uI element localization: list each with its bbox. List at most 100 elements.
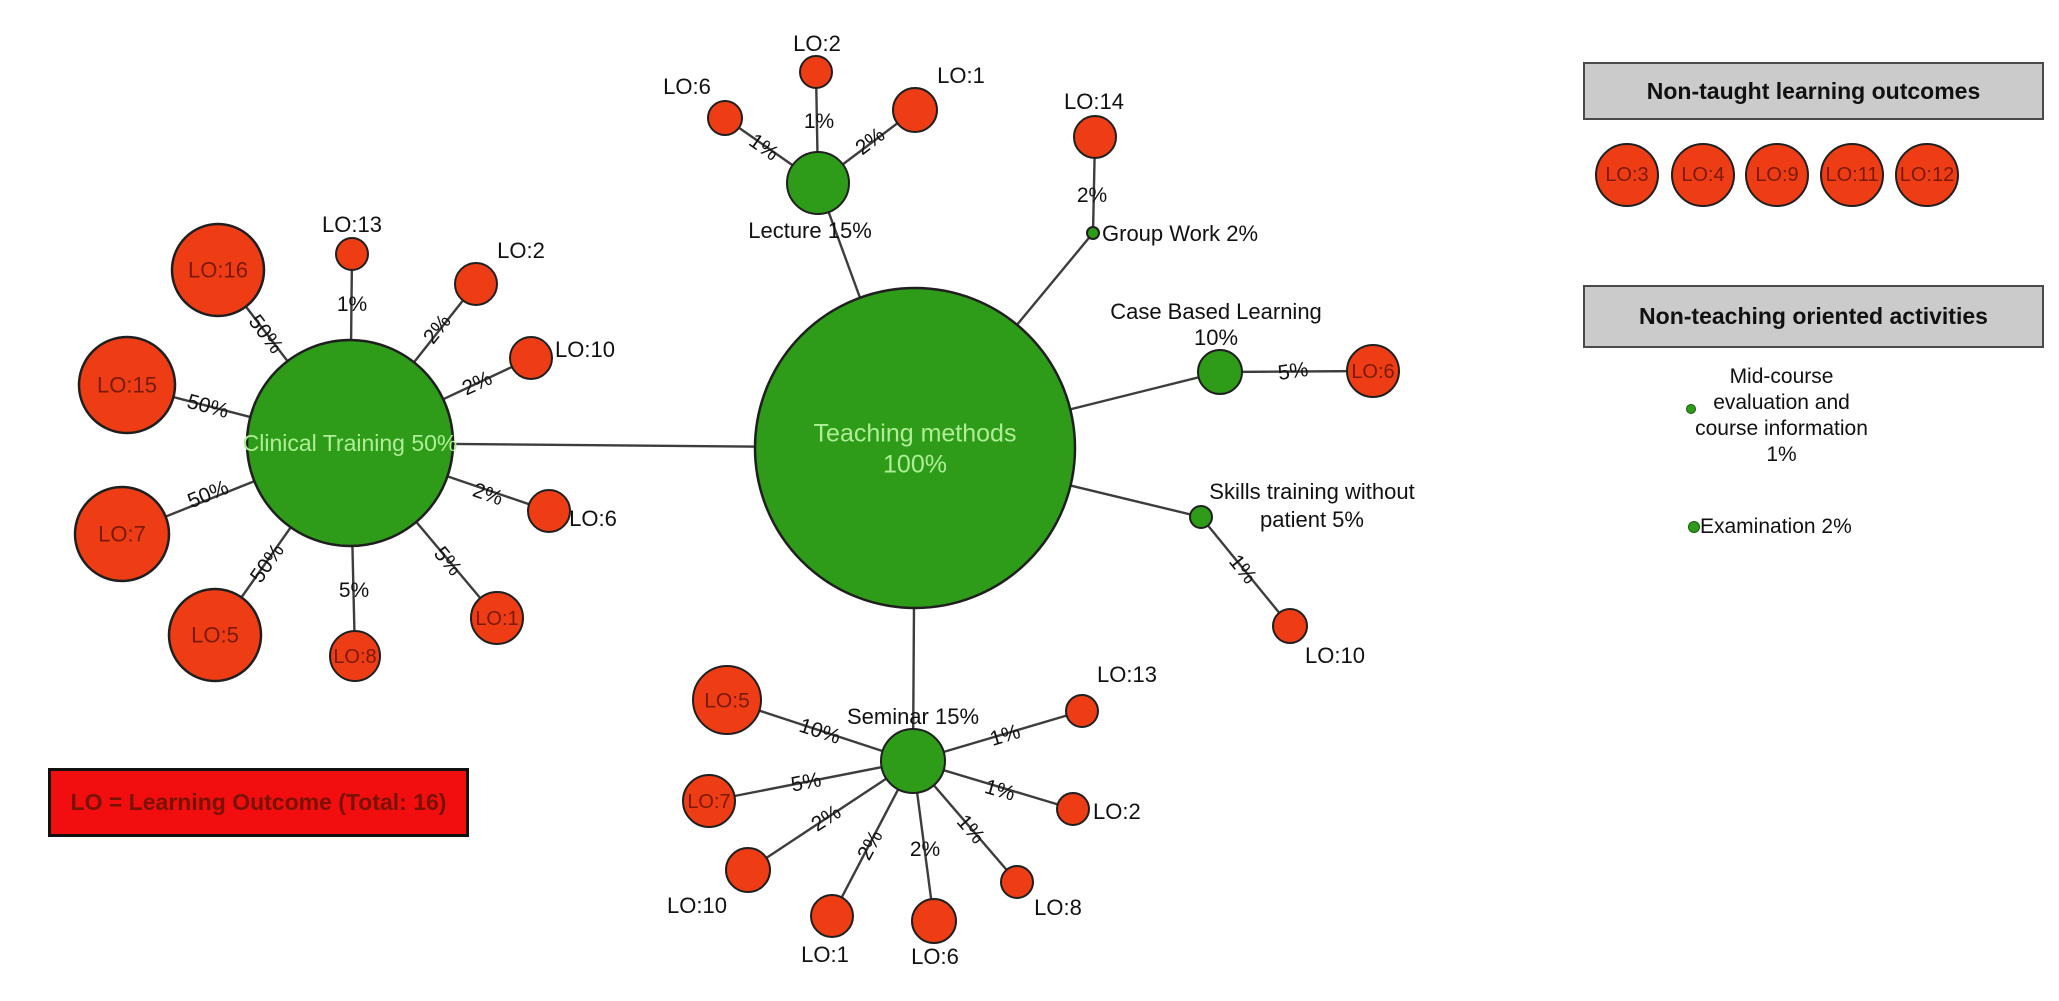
non-taught-lo-label: LO:9 xyxy=(1755,163,1799,186)
non-taught-lo-chip: LO:12 xyxy=(1895,143,1959,207)
node-sm-lo8 xyxy=(1000,865,1034,899)
node-ct-lo1 xyxy=(470,591,524,645)
edge-label-seminar-sm-lo2: 1% xyxy=(982,775,1018,805)
mid-course-dot-icon xyxy=(1686,404,1696,414)
edge-label-seminar-sm-lo6: 2% xyxy=(910,838,940,861)
label-ct-lo13: LO:13 xyxy=(322,212,382,237)
edge-label-group-gw-lo14: 2% xyxy=(1077,184,1107,207)
mid-course-label: Mid-course evaluation and course informa… xyxy=(1695,365,1868,466)
non-taught-lo-chip: LO:3 xyxy=(1595,143,1659,207)
non-taught-panel-title-text: Non-taught learning outcomes xyxy=(1646,77,1981,104)
node-sm-lo2 xyxy=(1056,792,1090,826)
label-ct-lo10: LO:10 xyxy=(555,337,615,362)
edge-label-clinical-ct-lo10: 2% xyxy=(459,367,496,401)
non-teaching-panel-title: Non-teaching oriented activities xyxy=(1583,285,2044,348)
node-lc-lo6 xyxy=(707,100,743,136)
label-sk-lo10: LO:10 xyxy=(1305,643,1365,668)
node-ct-lo5 xyxy=(167,587,263,683)
edge-label-seminar-sm-lo10: 2% xyxy=(807,801,845,837)
node-ct-lo13 xyxy=(335,237,369,271)
label-gw-lo14: LO:14 xyxy=(1064,89,1124,114)
label-group: Group Work 2% xyxy=(1102,221,1258,246)
label-sm-lo5: LO:5 xyxy=(704,689,750,712)
legend-text: LO = Learning Outcome (Total: 16) xyxy=(70,789,447,815)
node-ct-lo8 xyxy=(329,630,381,682)
node-ct-lo6 xyxy=(527,489,571,533)
edge-label-seminar-sm-lo5: 10% xyxy=(796,714,843,749)
label-ct-lo5: LO:5 xyxy=(191,623,239,648)
node-cbl xyxy=(1197,349,1243,395)
node-ct-lo16 xyxy=(170,222,266,318)
label-ct-lo7: LO:7 xyxy=(98,522,146,547)
label-ct-lo6: LO:6 xyxy=(569,506,617,531)
label-sm-lo13: LO:13 xyxy=(1097,662,1157,687)
edge-label-seminar-sm-lo1: 2% xyxy=(853,826,888,864)
edge-label-lecture-lc-lo2: 1% xyxy=(804,110,834,133)
node-ct-lo2 xyxy=(454,262,498,306)
node-lc-lo1 xyxy=(892,87,938,133)
label-lecture: Lecture 15% xyxy=(748,218,872,243)
edge-label-clinical-ct-lo8: 5% xyxy=(339,579,369,602)
node-sm-lo5 xyxy=(692,665,762,735)
node-sm-lo13 xyxy=(1065,694,1099,728)
non-teaching-panel-title-text: Non-teaching oriented activities xyxy=(1639,303,1988,329)
non-taught-lo-chip: LO:4 xyxy=(1671,143,1735,207)
label-ct-lo16: LO:16 xyxy=(188,258,248,283)
label-lc-lo1: LO:1 xyxy=(937,63,985,88)
node-clinical xyxy=(245,338,455,548)
non-taught-lo-label: LO:11 xyxy=(1825,163,1879,186)
node-sm-lo6 xyxy=(911,898,957,944)
label-sm-lo2: LO:2 xyxy=(1093,799,1141,824)
non-taught-panel-title: Non-taught learning outcomes xyxy=(1583,62,2044,120)
label-sm-lo7: LO:7 xyxy=(687,791,730,813)
label-lc-lo2: LO:2 xyxy=(793,31,841,56)
label-sm-lo1: LO:1 xyxy=(801,942,849,967)
node-skills xyxy=(1189,505,1213,529)
non-taught-lo-label: LO:3 xyxy=(1605,163,1649,186)
label-ct-lo15: LO:15 xyxy=(97,373,157,398)
node-ct-lo10 xyxy=(509,336,553,380)
legend-box: LO = Learning Outcome (Total: 16) xyxy=(48,768,469,837)
node-teaching xyxy=(753,286,1077,610)
node-ct-lo15 xyxy=(77,335,177,435)
edge-skills-sk-lo10 xyxy=(1200,516,1291,627)
edge-label-seminar-sm-lo13: 1% xyxy=(987,720,1023,751)
node-ct-lo7 xyxy=(73,485,171,583)
edge-seminar-sm-lo7 xyxy=(708,759,914,803)
non-taught-lo-label: LO:4 xyxy=(1681,163,1725,186)
node-lecture xyxy=(786,151,850,215)
edge-label-clinical-ct-lo15: 50% xyxy=(185,390,232,423)
label-sm-lo6: LO:6 xyxy=(911,944,959,969)
label-teaching: Teaching methods 100% xyxy=(814,419,1017,478)
node-seminar xyxy=(880,728,946,794)
label-ct-lo8: LO:8 xyxy=(333,646,376,668)
node-sk-lo10 xyxy=(1272,608,1308,644)
edge-label-seminar-sm-lo7: 5% xyxy=(789,768,823,796)
label-clinical: Clinical Training 50% xyxy=(243,430,458,456)
edge-label-clinical-ct-lo7: 50% xyxy=(184,476,232,513)
label-cb-lo6: LO:6 xyxy=(1351,361,1394,383)
node-group xyxy=(1086,226,1100,240)
examination-label: Examination 2% xyxy=(1700,515,1852,538)
non-taught-lo-chip: LO:11 xyxy=(1820,143,1884,207)
edge-label-clinical-ct-lo13: 1% xyxy=(337,293,367,316)
label-sm-lo8: LO:8 xyxy=(1034,895,1082,920)
node-lc-lo2 xyxy=(799,55,833,89)
label-seminar: Seminar 15% xyxy=(847,704,979,729)
label-ct-lo2: LO:2 xyxy=(497,238,545,263)
edge-label-cbl-cb-lo6: 5% xyxy=(1276,358,1309,385)
node-gw-lo14 xyxy=(1073,115,1117,159)
examination-dot-icon xyxy=(1688,521,1700,533)
node-sm-lo1 xyxy=(810,894,854,938)
edge-label-clinical-ct-lo6: 2% xyxy=(470,479,506,511)
node-sm-lo7 xyxy=(682,774,736,828)
label-cbl: Case Based Learning 10% xyxy=(1110,299,1322,350)
label-skills: Skills training without patient 5% xyxy=(1209,479,1414,532)
non-taught-lo-chip: LO:9 xyxy=(1745,143,1809,207)
label-ct-lo1: LO:1 xyxy=(475,608,518,630)
label-sm-lo10: LO:10 xyxy=(667,893,727,918)
non-taught-lo-label: LO:12 xyxy=(1899,163,1955,186)
node-sm-lo10 xyxy=(725,847,771,893)
